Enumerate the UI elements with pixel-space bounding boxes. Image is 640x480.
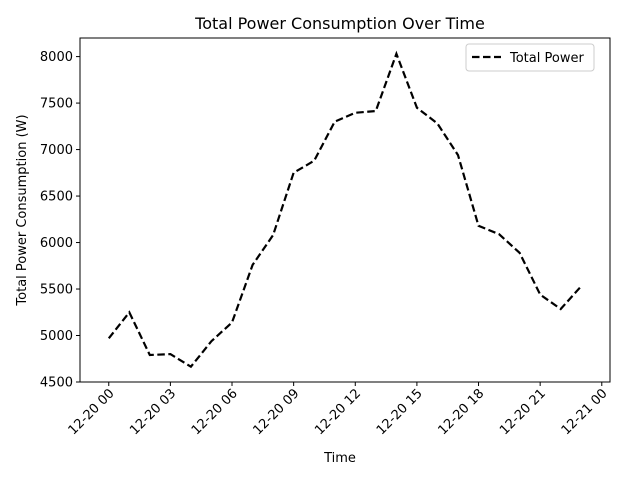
y-tick-label: 7000 (40, 143, 73, 158)
x-tick-label: 12-20 18 (435, 386, 487, 438)
y-tick-label: 5500 (40, 283, 73, 298)
y-tick-label: 4500 (40, 376, 73, 391)
y-tick-label: 7500 (40, 97, 73, 112)
legend-label: Total Power (509, 51, 584, 66)
y-tick-label: 6500 (40, 190, 73, 205)
x-tick-label: 12-20 15 (374, 386, 426, 438)
x-tick-label: 12-21 00 (559, 386, 611, 438)
y-axis-title: Total Power Consumption (W) (15, 114, 30, 306)
chart-title: Total Power Consumption Over Time (194, 14, 485, 33)
x-tick-label: 12-20 21 (497, 386, 549, 438)
y-tick-label: 5000 (40, 329, 73, 344)
x-tick-label: 12-20 09 (251, 386, 303, 438)
x-tick-label: 12-20 03 (127, 386, 179, 438)
legend: Total Power (465, 43, 595, 72)
legend-box (465, 43, 595, 72)
x-tick-label: 12-20 06 (189, 386, 241, 438)
y-tick-label: 6000 (40, 236, 73, 251)
plot-frame (79, 37, 611, 383)
x-axis-title: Time (323, 451, 356, 466)
series-line-total-power (107, 50, 583, 369)
y-tick-label: 8000 (40, 50, 73, 65)
x-tick-label: 12-20 12 (312, 386, 364, 438)
x-tick-label: 12-20 00 (66, 386, 118, 438)
